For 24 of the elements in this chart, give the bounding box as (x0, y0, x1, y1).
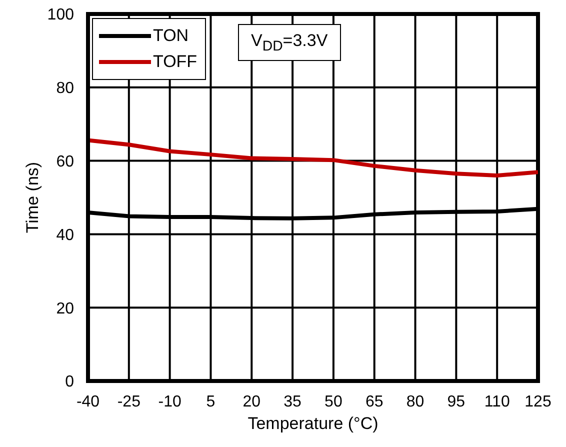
x-tick-label: 50 (324, 393, 342, 410)
x-tick-label: 95 (447, 393, 466, 410)
x-tick-label: 80 (406, 393, 424, 410)
x-tick-label: 65 (365, 393, 384, 410)
x-tick-label: 5 (206, 393, 216, 410)
y-tick-label: 60 (56, 153, 74, 170)
x-tick-label: 35 (284, 393, 302, 410)
x-tick-label: 125 (524, 393, 552, 410)
x-tick-label: -40 (76, 393, 100, 410)
y-tick-label: 80 (56, 80, 74, 98)
legend-label: TOFF (152, 51, 198, 73)
annotation: V$_{DD}$=3.3V (238, 24, 341, 62)
x-axis-title: Temperature (°C) (248, 414, 378, 433)
y-axis-title: Time (ns) (23, 162, 42, 234)
y-tick-label: 40 (56, 226, 74, 244)
x-tick-label: 110 (484, 393, 510, 410)
y-tick-label: 0 (65, 374, 74, 391)
line-series (88, 138, 538, 178)
legend-label: TON (152, 25, 190, 47)
y-tick-label: 20 (56, 300, 74, 318)
x-tick-label: 20 (242, 393, 261, 410)
x-tick-label: -25 (117, 393, 141, 410)
y-tick-label: 100 (47, 6, 74, 24)
x-tick-label: -10 (158, 393, 182, 410)
